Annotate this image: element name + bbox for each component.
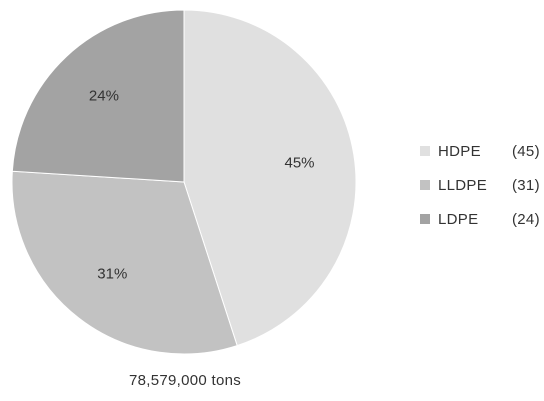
pie-slice-hdpe <box>183 9 357 347</box>
legend-item-ldpe: LDPE (24) <box>420 202 544 236</box>
legend-swatch-ldpe <box>420 214 430 224</box>
legend-value-ldpe: (24) <box>512 210 540 228</box>
legend-item-lldpe: LLDPE (31) <box>420 168 544 202</box>
total-label: 78,579,000 tons <box>128 372 242 389</box>
legend-label-ldpe: LDPE <box>438 210 479 228</box>
legend-item-hdpe: HDPE (45) <box>420 134 544 168</box>
slice-label-lldpe: 31% <box>97 265 127 282</box>
slice-label-ldpe: 24% <box>89 88 119 105</box>
pie-slice-lldpe <box>11 170 238 355</box>
legend-label-lldpe: LLDPE <box>438 176 488 194</box>
legend-swatch-lldpe <box>420 180 430 190</box>
legend-label-hdpe: HDPE <box>438 142 481 160</box>
legend: HDPE (45) LLDPE (31) LDPE (24) <box>420 134 544 236</box>
pie-slice-ldpe <box>11 9 185 183</box>
slice-label-hdpe: 45% <box>285 155 315 172</box>
legend-value-lldpe: (31) <box>512 176 540 194</box>
pie-chart: 45% 31% 24% <box>11 9 357 355</box>
legend-swatch-hdpe <box>420 146 430 156</box>
legend-value-hdpe: (45) <box>512 142 540 160</box>
